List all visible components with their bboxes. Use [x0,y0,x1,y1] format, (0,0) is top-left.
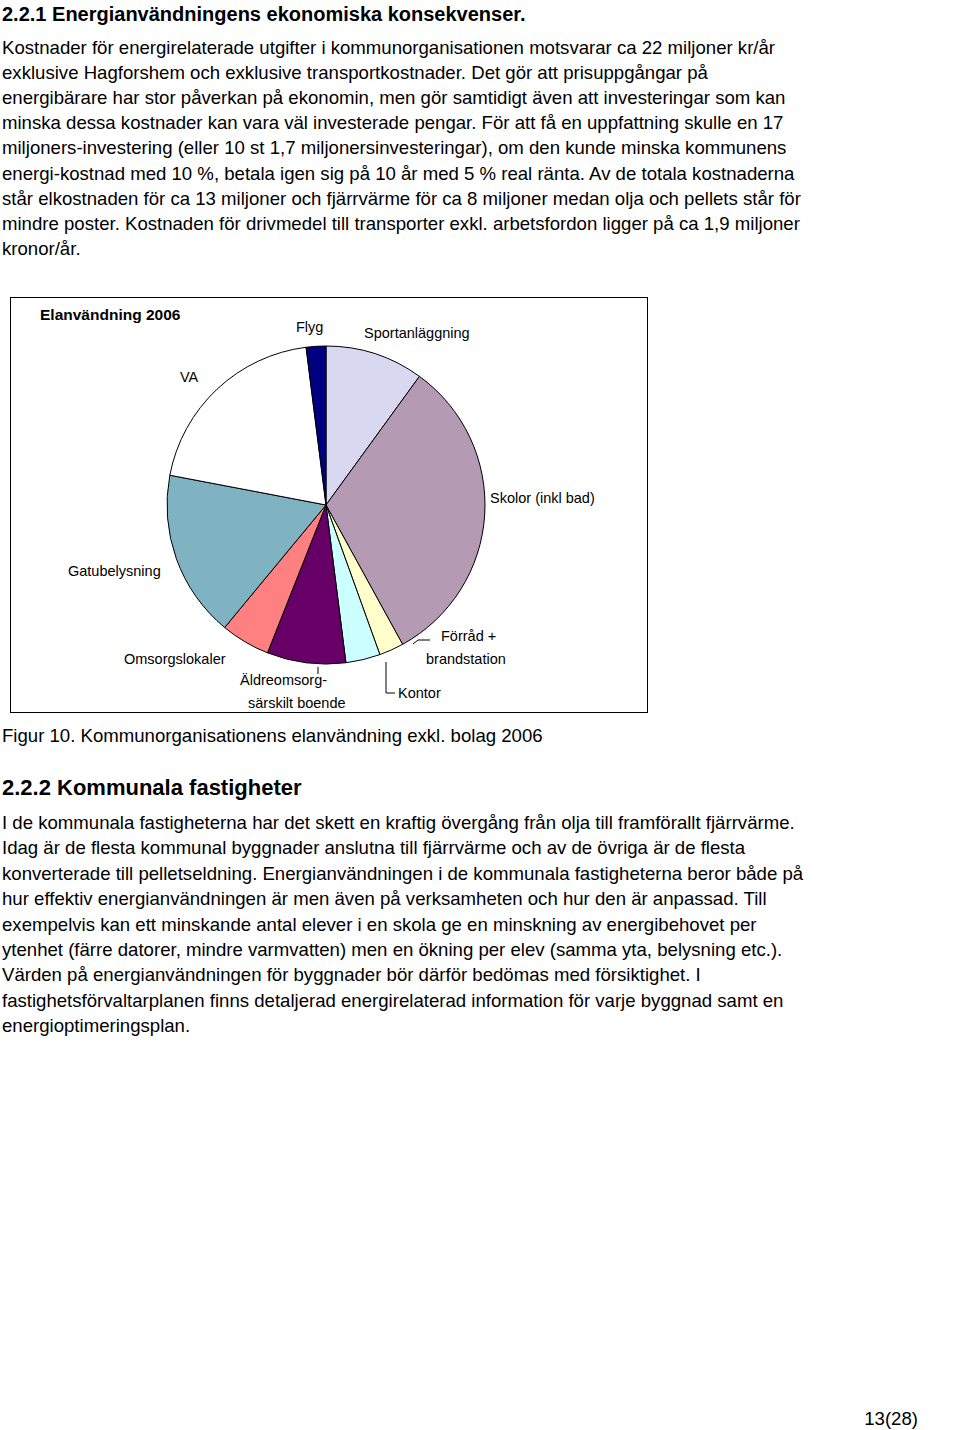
slice-label: Flyg [296,319,323,335]
figure-caption: Figur 10. Kommunorganisationens elanvänd… [2,725,543,746]
pie [167,346,485,664]
paragraph-line: kronor/år. [2,238,81,259]
leader-line [386,662,395,693]
paragraph-line: Idag är de flesta kommunal byggnader ans… [2,837,746,858]
background [0,0,960,1430]
page-number: 13(28) [864,1408,918,1429]
paragraph-line: står elkostnaden för ca 13 miljoner och … [2,188,801,209]
leader-line [318,667,319,674]
paragraph-line: hur effektiv energianvändningen är men ä… [2,888,767,909]
slice-label: Omsorgslokaler [124,651,226,667]
slice-label: särskilt boende [248,695,346,711]
paragraph-line: fastighetsförvaltarplanen finns detaljer… [2,990,783,1011]
slice-label: Gatubelysning [68,563,161,579]
pie-slice [306,346,326,505]
paragraph-line: exempelvis kan ett minskande antal eleve… [2,914,757,935]
paragraph-line: energioptimeringsplan. [2,1015,190,1036]
paragraph-line: energi-kostnad med 10 %, betala igen sig… [2,163,795,184]
chart-title: Elanvändning 2006 [40,306,181,323]
paragraph-line: minska dessa kostnader kan vara väl inve… [2,112,783,133]
heading: 2.2.2 Kommunala fastigheter [2,775,302,800]
pie-slice [170,347,326,505]
slice-label: brandstation [426,651,506,667]
paragraph-line: Värden på energianvändningen för byggnad… [2,964,701,985]
leader-line [413,640,430,644]
paragraph-line: Kostnader för energirelaterade utgifter … [2,37,775,58]
slice-label: Äldreomsorg- [240,672,327,688]
paragraph-line: mindre poster. Kostnaden för drivmedel t… [2,213,800,234]
slice-label: Förråd + [441,628,496,644]
paragraph-line: I de kommunala fastigheterna har det ske… [2,812,795,833]
heading: 2.2.1 Energianvändningens ekonomiska kon… [2,3,526,25]
slice-label: Kontor [398,685,441,701]
slice-label: Sportanläggning [364,325,470,341]
slice-label: VA [180,369,199,385]
paragraph-line: miljoners-investering (eller 10 st 1,7 m… [2,137,786,158]
paragraph-line: konverterade till pelletseldning. Energi… [2,863,804,884]
paragraph-line: exklusive Hagforshem och exklusive trans… [2,62,709,83]
slice-label: Skolor (inkl bad) [490,490,595,506]
paragraph-line: ytenhet (färre datorer, mindre varmvatte… [2,939,782,960]
paragraph-line: energibärare har stor påverkan på ekonom… [2,87,785,108]
chart-frame [11,298,648,713]
page: 2.2.1 Energianvändningens ekonomiska kon… [0,0,960,1430]
